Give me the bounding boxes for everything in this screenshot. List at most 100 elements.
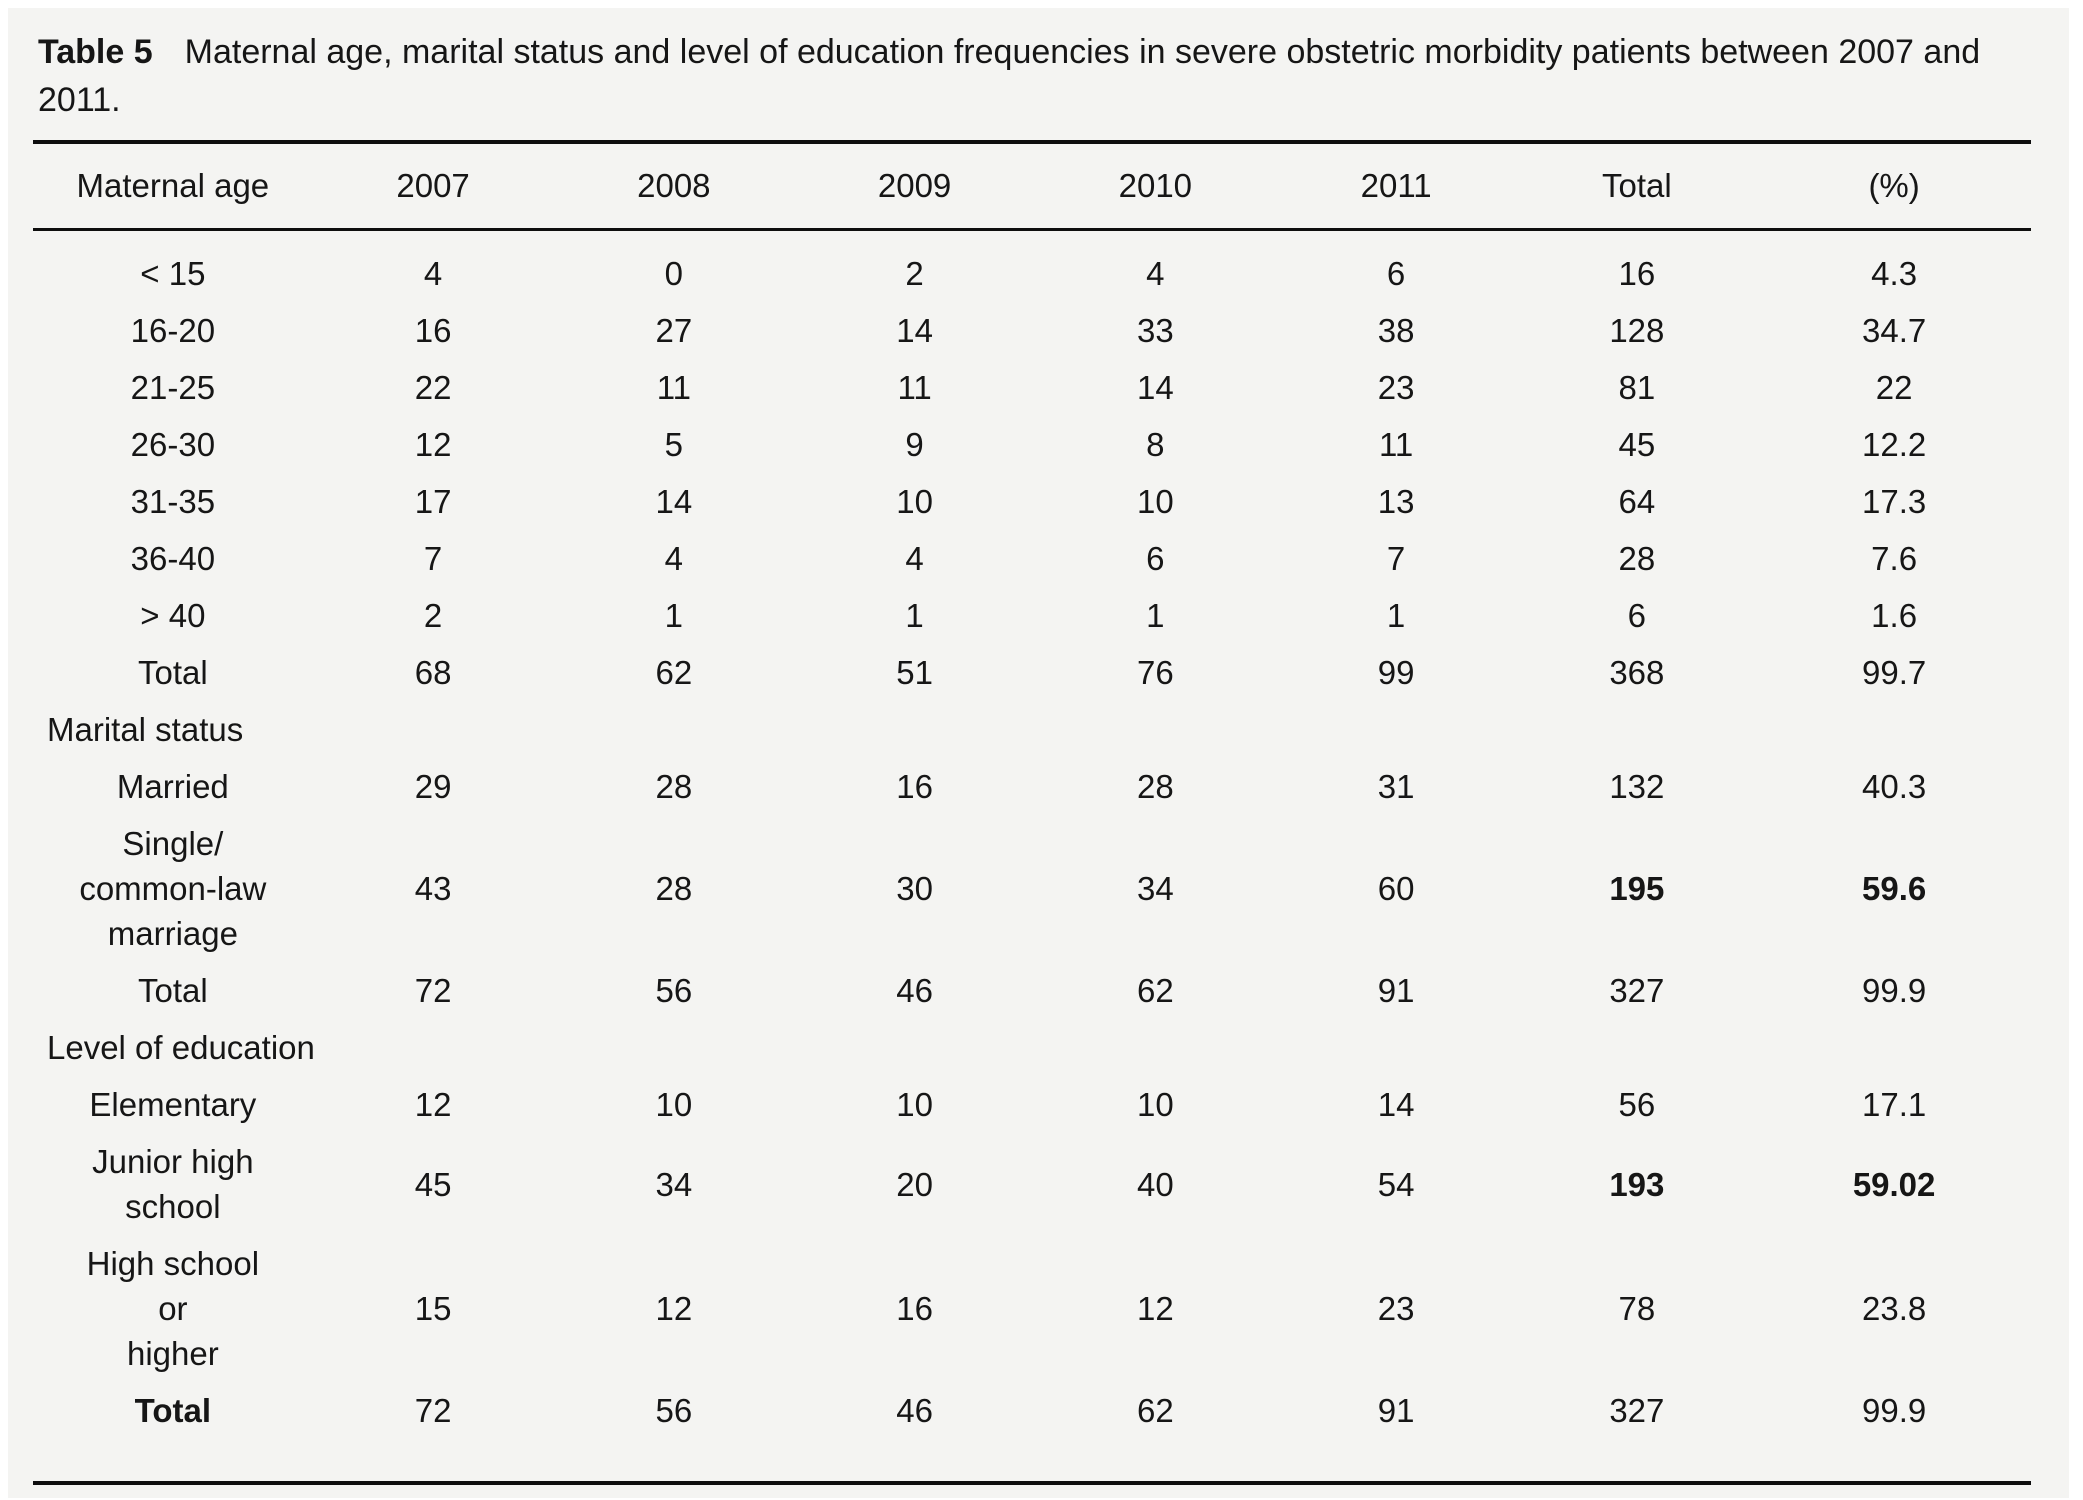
cell: 10 <box>896 1086 933 1123</box>
cell: 76 <box>1136 654 1174 691</box>
cell: 34 <box>655 1165 693 1203</box>
table-caption-text: Maternal age, marital status and level o… <box>38 33 1981 119</box>
cell: 78 <box>1618 1290 1656 1327</box>
cell: 6 <box>1627 597 1647 634</box>
table-caption: Table 5 Maternal age, marital status and … <box>38 28 2029 124</box>
cell: 5 <box>664 426 684 463</box>
cell: 72 <box>414 972 452 1009</box>
table-caption-label: Table 5 <box>38 33 153 71</box>
cell: 99 <box>1377 654 1415 691</box>
cell: 6 <box>1386 255 1406 292</box>
table-row: High school or higher 15 12 16 12 23 78 23.8 <box>33 1235 2031 1382</box>
cell: 29 <box>414 768 452 805</box>
row-label: Total <box>138 654 208 691</box>
cell: 14 <box>1377 1086 1415 1123</box>
cell: 91 <box>1377 972 1415 1009</box>
table-row: < 15 4 0 2 4 6 16 4.3 <box>33 230 2031 303</box>
row-label: Total <box>138 972 208 1009</box>
cell: 1 <box>1146 597 1165 634</box>
table-panel: Table 5 Maternal age, marital status and … <box>8 8 2069 1498</box>
cell: 11 <box>897 369 932 406</box>
section-header: Level of education <box>47 1029 315 1066</box>
cell: 46 <box>896 972 933 1009</box>
cell: 56 <box>655 1392 693 1429</box>
table-row: 21-25 22 11 11 14 23 81 22 <box>33 359 2031 416</box>
table-row: 26-30 12 5 9 8 11 45 12.2 <box>33 416 2031 473</box>
cell: 1 <box>1386 597 1406 634</box>
cell: 13 <box>1377 483 1415 520</box>
cell: 62 <box>1136 972 1174 1009</box>
cell: 7.6 <box>1871 540 1918 577</box>
cell: 81 <box>1618 369 1656 406</box>
cell: 28 <box>655 768 693 805</box>
cell: 17.1 <box>1861 1086 1927 1123</box>
cell: 8 <box>1146 426 1165 463</box>
column-header: 2008 <box>553 144 795 231</box>
top-rule <box>33 140 2031 144</box>
cell: 62 <box>1136 1392 1174 1429</box>
cell: 20 <box>896 1165 933 1203</box>
column-header: 2007 <box>312 144 554 231</box>
cell: 16 <box>896 768 933 805</box>
row-label: High school or higher <box>86 1245 260 1372</box>
cell: 12 <box>655 1290 693 1327</box>
cell: 10 <box>655 1086 693 1123</box>
cell: 31 <box>1377 768 1415 805</box>
table-header: Maternal age 2007 2008 2009 2010 2011 Total (%) <box>33 144 2031 231</box>
cell: 128 <box>1609 312 1665 349</box>
row-label: Elementary <box>89 1086 257 1123</box>
column-header: 2011 <box>1275 144 1517 231</box>
cell: 12.2 <box>1861 426 1927 463</box>
row-label: > 40 <box>140 597 206 634</box>
column-header: Total <box>1516 144 1758 231</box>
table-body: < 15 4 0 2 4 6 16 4.3 16-20 16 27 14 33 38 128 34.7 21-2… <box>33 230 2031 1484</box>
section-header-row: Level of education <box>33 1019 2031 1076</box>
cell: 40 <box>1136 1165 1174 1203</box>
row-label: 26-30 <box>130 426 216 463</box>
cell: 0 <box>664 255 684 292</box>
cell: 12 <box>414 1086 452 1123</box>
cell: 7 <box>423 540 443 577</box>
cell: 59.02 <box>1852 1165 1936 1203</box>
cell: 15 <box>414 1290 452 1327</box>
cell: 17.3 <box>1861 483 1927 520</box>
cell: 12 <box>1136 1290 1174 1327</box>
cell: 4.3 <box>1871 255 1918 292</box>
row-label: Junior high school <box>92 1143 254 1225</box>
cell: 17 <box>414 483 452 520</box>
cell: 60 <box>1377 870 1415 907</box>
frequency-table: Maternal age 2007 2008 2009 2010 2011 Total (%)… <box>33 144 2031 1485</box>
table-row: 31-35 17 14 10 10 13 64 17.3 <box>33 473 2031 530</box>
table-row: > 40 2 1 1 1 1 6 1.6 <box>33 587 2031 644</box>
table-row: 36-40 7 4 4 6 7 28 7.6 <box>33 530 2031 587</box>
row-label: 36-40 <box>130 540 216 577</box>
cell: 99.9 <box>1861 972 1927 1009</box>
table-row: Total 72 56 46 62 91 327 99.9 <box>33 1382 2031 1483</box>
cell: 14 <box>655 483 693 520</box>
cell: 12 <box>414 426 452 463</box>
cell: 62 <box>655 654 693 691</box>
cell: 33 <box>1136 312 1174 349</box>
cell: 7 <box>1386 540 1406 577</box>
cell: 23 <box>1377 369 1415 406</box>
cell: 4 <box>905 540 924 577</box>
section-header-row: Marital status <box>33 701 2031 758</box>
row-label: Married <box>116 768 229 805</box>
cell: 64 <box>1618 483 1656 520</box>
cell: 45 <box>414 1165 452 1203</box>
column-header: 2010 <box>1034 144 1276 231</box>
cell: 91 <box>1377 1392 1415 1429</box>
cell: 11 <box>656 369 691 406</box>
column-header: Maternal age <box>33 144 313 231</box>
column-header: (%) <box>1757 144 2031 231</box>
table-row: Total 68 62 51 76 99 368 99.7 <box>33 644 2031 701</box>
cell: 10 <box>896 483 933 520</box>
column-header: 2009 <box>794 144 1035 231</box>
cell: 327 <box>1609 1392 1665 1429</box>
cell: 14 <box>1136 369 1174 406</box>
cell: 99.9 <box>1861 1392 1927 1429</box>
cell: 72 <box>414 1392 452 1429</box>
cell: 28 <box>655 870 693 907</box>
row-label: Total <box>134 1392 212 1429</box>
cell: 2 <box>905 255 924 292</box>
